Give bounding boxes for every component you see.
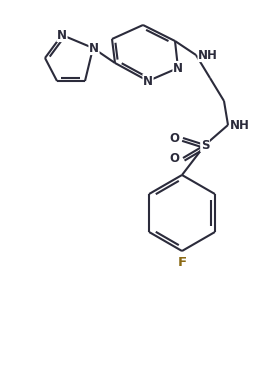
Text: O: O	[169, 131, 179, 144]
Text: O: O	[169, 152, 179, 165]
Text: N: N	[89, 41, 99, 54]
Text: S: S	[201, 139, 209, 152]
Text: N: N	[57, 28, 67, 41]
Text: N: N	[173, 62, 183, 75]
Text: F: F	[177, 257, 187, 270]
Text: NH: NH	[198, 49, 218, 62]
Text: N: N	[143, 75, 153, 87]
Text: NH: NH	[230, 118, 250, 131]
